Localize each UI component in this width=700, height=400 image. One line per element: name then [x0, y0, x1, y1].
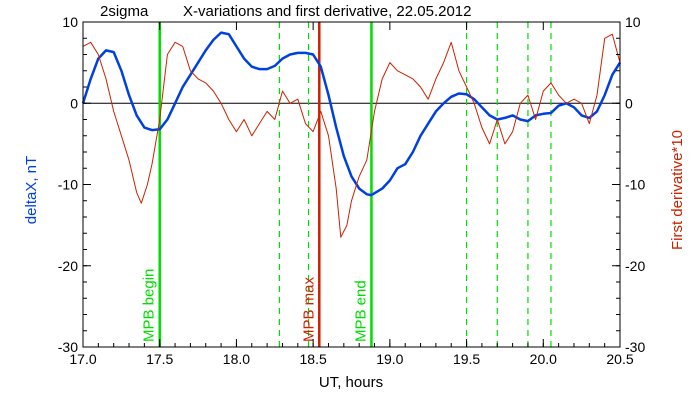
marker-label-0: MPB begin [141, 269, 158, 342]
x-tick-label-3: 18.5 [300, 351, 327, 367]
y-tick-label-left-1: 0 [70, 95, 78, 111]
x-tick-label-0: 17.0 [69, 351, 96, 367]
x-tick-label-6: 20.0 [530, 351, 557, 367]
x-tick-label-1: 17.5 [146, 351, 173, 367]
y-tick-label-left-4: -30 [58, 339, 78, 355]
y-tick-label-left-2: -10 [58, 177, 78, 193]
x-tick-label-4: 19.0 [376, 351, 403, 367]
series-line-1 [82, 33, 621, 238]
series-line-0 [81, 31, 622, 197]
plot-area: MPB begin MPB max MPB end 17.0 17.5 18.0 18.5 1… [58, 14, 646, 367]
y-tick-label-right-3: -20 [625, 258, 645, 274]
y-tick-label-right-2: -10 [625, 177, 645, 193]
x-tick-label-5: 19.5 [453, 351, 480, 367]
y-tick-label-left-0: 10 [62, 14, 78, 30]
y-axis-label-left: deltaX, nT [23, 156, 40, 224]
y-tick-label-right-4: -30 [625, 339, 645, 355]
marker-label-3: MPB max [300, 276, 317, 342]
y-tick-label-left-3: -20 [58, 258, 78, 274]
x-axis-label: UT, hours [319, 374, 383, 391]
chart-title: X-variations and first derivative, 22.05… [183, 3, 472, 20]
y-tick-label-right-1: 0 [625, 95, 633, 111]
y-tick-label-right-0: 10 [625, 14, 641, 30]
x-tick-label-7: 20.5 [606, 351, 633, 367]
chart-title-left: 2sigma [100, 3, 149, 20]
x-tick-label-2: 18.0 [223, 351, 250, 367]
y-axis-label-right: First derivative*10 [669, 130, 686, 250]
marker-label-4: MPB end [352, 280, 369, 342]
